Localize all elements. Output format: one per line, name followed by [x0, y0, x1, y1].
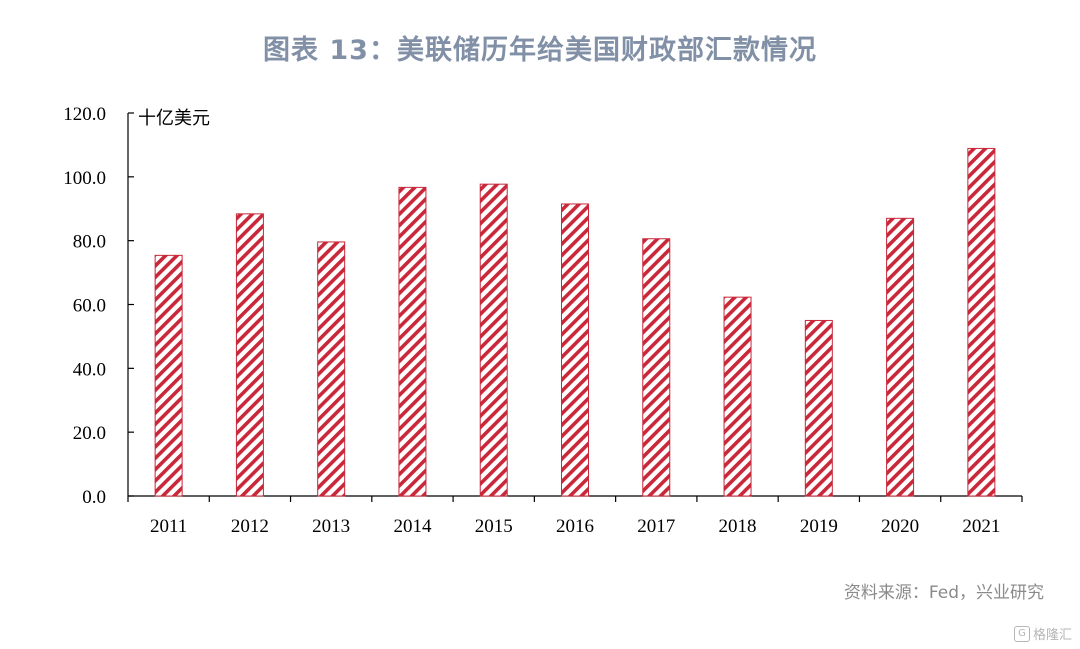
bars	[154, 147, 996, 497]
bar-2013	[317, 241, 346, 497]
x-tick-label: 2012	[231, 516, 269, 537]
watermark-text: 格隆汇	[1032, 628, 1072, 643]
bar-2021	[967, 147, 996, 497]
bar-2016	[561, 203, 589, 497]
y-tick-label: 60.0	[73, 296, 106, 317]
bar-2014	[398, 186, 427, 497]
bar-2017	[642, 238, 671, 497]
x-tick-label: 2019	[800, 516, 838, 537]
y-tick-label: 0.0	[82, 487, 106, 508]
y-tick-label: 120.0	[63, 104, 106, 125]
watermark: G 格隆汇	[1013, 624, 1072, 643]
x-tick-label: 2021	[962, 516, 1000, 537]
x-axis: 2011 2012 2013 2014 2015 2016 2017 2018 2019 2020…	[127, 495, 1023, 537]
bar-2020	[886, 217, 915, 497]
chart-title: 图表 13：美联储历年给美国财政部汇款情况	[263, 35, 817, 66]
x-tick-label: 2014	[393, 516, 432, 537]
x-tick-label: 2017	[637, 516, 675, 537]
gelonghui-logo-icon: G	[1013, 625, 1030, 642]
x-tick-label: 2020	[881, 516, 919, 537]
y-tick-label: 80.0	[73, 232, 106, 253]
y-tick-label: 20.0	[73, 423, 106, 444]
bar-2019	[804, 319, 833, 497]
x-tick-label: 2016	[556, 516, 594, 537]
y-tick-label: 100.0	[63, 168, 106, 189]
x-tick-label: 2015	[475, 516, 513, 537]
unit-label: 十亿美元	[138, 108, 210, 129]
y-tick-label: 40.0	[73, 359, 106, 380]
x-tick-label: 2013	[312, 516, 350, 537]
source-note: 资料来源：Fed，兴业研究	[843, 583, 1044, 603]
bar-2012	[235, 213, 264, 497]
bar-2011	[154, 254, 183, 497]
bar-2018	[723, 296, 752, 497]
bar-2015	[479, 183, 508, 497]
y-axis: 0.0 20.0 40.0 60.0 80.0 100.0 120.0	[63, 104, 134, 508]
x-tick-label: 2018	[719, 516, 757, 537]
x-tick-label: 2011	[150, 516, 187, 537]
